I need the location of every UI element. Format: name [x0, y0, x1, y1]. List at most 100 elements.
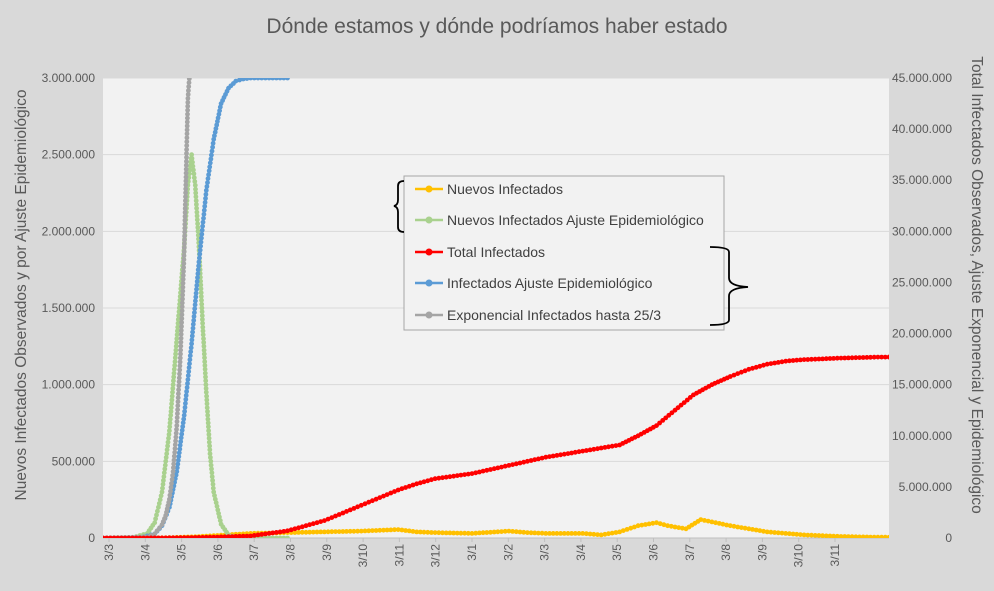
- series-point: [205, 176, 211, 182]
- series-point: [181, 269, 186, 274]
- series-point: [206, 435, 212, 441]
- series-point: [846, 534, 851, 538]
- series-point: [584, 448, 589, 453]
- series-point: [484, 530, 490, 535]
- series-point: [263, 535, 268, 538]
- series-point: [178, 328, 184, 333]
- series-point: [153, 516, 159, 522]
- series-point: [499, 464, 504, 470]
- series-point: [879, 534, 884, 538]
- series-point: [329, 515, 335, 520]
- series-point: [310, 521, 316, 527]
- series-point: [639, 522, 645, 528]
- series-point: [182, 210, 188, 215]
- series-point: [203, 188, 209, 193]
- series-point: [473, 530, 479, 536]
- y-right-tick-label: 10.000.000: [892, 429, 952, 443]
- series-point: [237, 533, 242, 538]
- series-point: [222, 534, 228, 538]
- series-point: [805, 532, 811, 538]
- series-point: [193, 190, 199, 196]
- series-point: [203, 534, 209, 538]
- series-point: [595, 532, 600, 537]
- series-point: [550, 453, 556, 459]
- series-4: [103, 49, 194, 538]
- series-point: [217, 518, 223, 523]
- series-point: [846, 355, 851, 361]
- series-point: [167, 535, 172, 538]
- y-left-tick-label: 1.000.000: [42, 378, 96, 392]
- series-point: [259, 532, 265, 537]
- series-point: [196, 263, 202, 269]
- series-point: [539, 455, 545, 461]
- series-point: [186, 365, 192, 370]
- series-point: [189, 49, 194, 54]
- series-point: [240, 78, 246, 82]
- series-point: [183, 178, 189, 184]
- series-point: [628, 525, 634, 531]
- series-point: [186, 369, 192, 374]
- series-point: [661, 522, 667, 528]
- series-point: [469, 531, 475, 536]
- x-tick-label: 3/3: [102, 544, 116, 561]
- series-point: [200, 219, 206, 225]
- series-point: [528, 458, 534, 463]
- series-point: [720, 521, 726, 527]
- series-point: [462, 472, 467, 477]
- y-right-tick-label: 5.000.000: [899, 480, 953, 494]
- series-point: [195, 267, 201, 273]
- series-point: [698, 517, 704, 522]
- series-point: [186, 78, 192, 82]
- series-point: [772, 360, 777, 366]
- series-point: [188, 345, 194, 351]
- series-point: [860, 355, 866, 360]
- legend-right-brace-icon: [709, 246, 749, 326]
- series-point: [201, 347, 207, 353]
- series-point: [180, 420, 186, 426]
- series-point: [194, 202, 199, 207]
- series-point: [182, 237, 187, 243]
- series-point: [307, 529, 312, 535]
- legend-items: Nuevos Infectados Nuevos Infectados Ajust…: [415, 181, 704, 323]
- series-point: [196, 535, 202, 538]
- series-point: [491, 466, 497, 472]
- series-point: [171, 453, 177, 459]
- series-point: [211, 534, 217, 538]
- series-point: [182, 214, 188, 219]
- series-point: [193, 186, 198, 192]
- series-point: [209, 474, 215, 480]
- series-point: [187, 353, 193, 359]
- y-right-tick-label: 35.000.000: [892, 173, 952, 187]
- series-point: [362, 528, 368, 534]
- series-point: [292, 530, 298, 535]
- series-point: [392, 527, 397, 533]
- series-point: [208, 458, 214, 464]
- series-point: [513, 461, 519, 467]
- series-point: [572, 449, 578, 455]
- series-point: [172, 442, 178, 448]
- series-point: [609, 443, 615, 449]
- legend-box: [403, 175, 725, 331]
- legend-marker: [425, 185, 433, 193]
- series-point: [572, 531, 578, 536]
- y-axis-right-ticks: 0 5.000.000 10.000.000 15.000.000 20.000.000…: [892, 71, 952, 545]
- series-point: [266, 531, 272, 536]
- series-point: [406, 483, 412, 489]
- series-point: [171, 457, 177, 463]
- series-point: [213, 126, 219, 131]
- x-tick-label: 3/4: [574, 544, 588, 561]
- series-point: [168, 484, 174, 490]
- series-point: [753, 527, 759, 533]
- series-point: [176, 383, 182, 389]
- series-point: [274, 530, 279, 535]
- series-point: [202, 370, 208, 376]
- series-point: [465, 530, 471, 536]
- series-point: [185, 373, 191, 378]
- series-point: [200, 317, 205, 322]
- series-point: [266, 78, 272, 81]
- x-tick-label: 3/2: [501, 544, 515, 561]
- series-point: [194, 209, 200, 215]
- legend-label: Exponencial Infectados hasta 25/3: [447, 307, 661, 323]
- series-point: [210, 478, 216, 483]
- series-point: [190, 163, 196, 169]
